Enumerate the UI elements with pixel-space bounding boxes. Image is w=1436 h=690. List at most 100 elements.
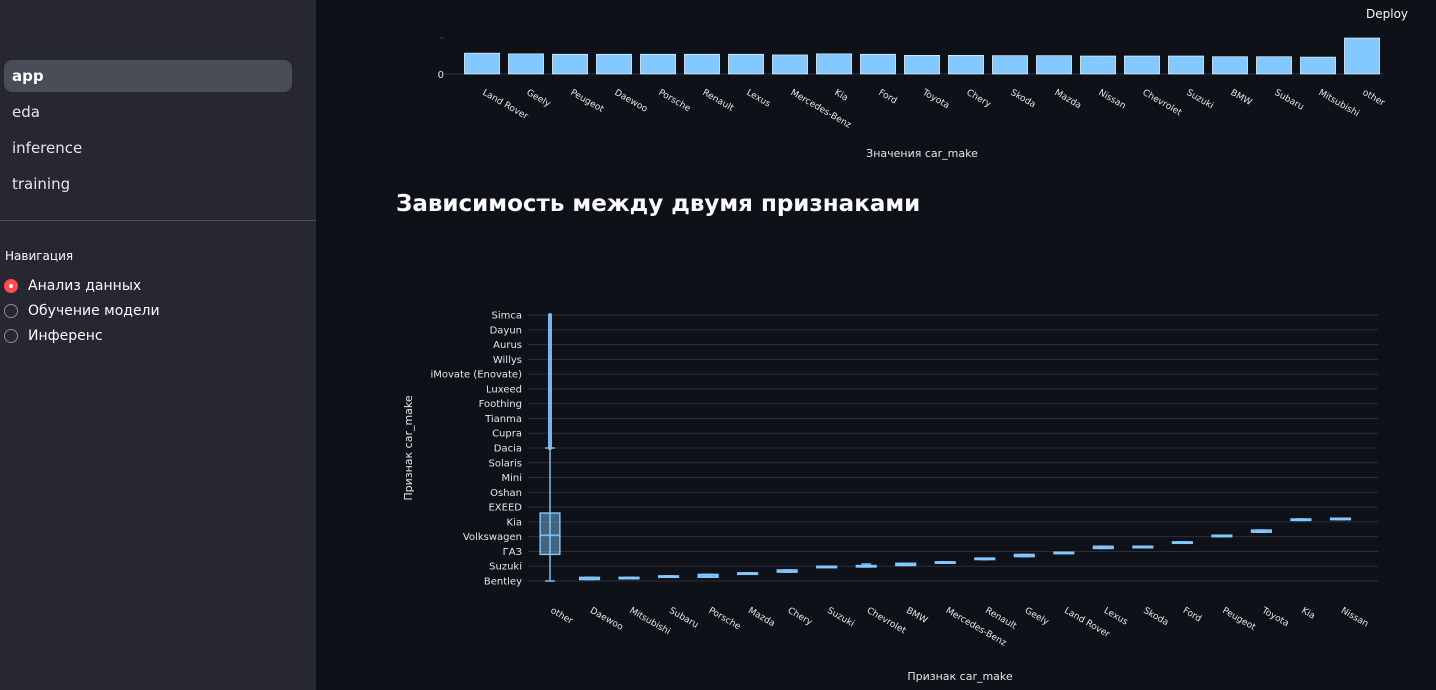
bar xyxy=(1124,55,1160,75)
x-tick-label: Toyota xyxy=(1259,605,1290,629)
x-tick-label: BMW xyxy=(904,606,929,626)
radio-option-label: Анализ данных xyxy=(28,278,142,294)
x-tick-label: Lexus xyxy=(1102,606,1130,628)
bar xyxy=(552,53,588,75)
y-tick-label: Mini xyxy=(501,473,522,484)
y-tick-label: Volkswagen xyxy=(463,532,522,543)
radio-unchecked-icon[interactable] xyxy=(4,329,18,343)
x-tick-label: Chery xyxy=(786,606,815,628)
y-tick-label: Tianma xyxy=(484,414,522,425)
deploy-button[interactable]: Deploy xyxy=(1366,7,1409,21)
bar xyxy=(1036,55,1072,75)
x-tick-label: Nissan xyxy=(1339,606,1370,630)
y-tick-label: iMovate (Enovate) xyxy=(430,370,522,381)
x-tick-label: Renault xyxy=(701,88,736,114)
y-tick-label: EXEED xyxy=(488,503,522,514)
x-tick-label: other xyxy=(549,606,575,627)
x-tick-label: Kia xyxy=(833,88,850,104)
radio-unchecked-icon[interactable] xyxy=(4,304,18,318)
sidebar-page-eda[interactable]: eda xyxy=(12,103,40,121)
x-tick-label: Daewoo xyxy=(588,606,625,633)
y-tick-label: Simca xyxy=(492,311,523,322)
x-tick-label: Porsche xyxy=(657,88,693,114)
bar xyxy=(508,53,544,75)
radio-option-inference[interactable]: Инференс xyxy=(4,326,103,346)
x-tick-label: Suzuki xyxy=(1185,88,1216,111)
radio-option-model-training[interactable]: Обучение модели xyxy=(4,301,160,321)
bar xyxy=(860,53,896,75)
bar xyxy=(728,53,764,75)
bar xyxy=(1168,55,1204,75)
x-tick-label: Chevrolet xyxy=(1141,88,1184,119)
bar xyxy=(816,53,852,75)
bar xyxy=(992,55,1028,75)
x-tick-label: other xyxy=(1361,88,1387,109)
bar xyxy=(948,54,984,75)
bar xyxy=(684,53,720,75)
y-tick-label: Dayun xyxy=(490,325,522,336)
x-tick-label: Nissan xyxy=(1097,88,1128,112)
y-tick-label: Cupra xyxy=(492,429,522,440)
section-title: Зависимость между двумя признаками xyxy=(396,191,921,217)
x-tick-label: Mazda xyxy=(1053,88,1083,111)
sidebar-page-app[interactable]: app xyxy=(4,60,292,92)
x-axis-title: Признак car_make xyxy=(907,670,1013,683)
sidebar: app eda inference training Навигация Ана… xyxy=(0,0,316,690)
sidebar-page-inference[interactable]: inference xyxy=(12,139,83,157)
bar xyxy=(1080,55,1116,75)
y-tick-label: Aurus xyxy=(493,340,522,351)
y-tick-label: Luxeed xyxy=(486,384,522,395)
y-tick-label: Bentley xyxy=(484,577,522,588)
y-tick-label: Willys xyxy=(493,355,522,366)
y-tick-label: Suzuki xyxy=(489,562,522,573)
x-tick-label: Suzuki xyxy=(825,606,856,629)
sidebar-divider xyxy=(0,220,316,221)
radio-option-label: Инференс xyxy=(28,328,103,344)
bar xyxy=(1256,56,1292,75)
sidebar-page-training[interactable]: training xyxy=(12,175,71,193)
radio-checked-icon[interactable] xyxy=(4,279,18,293)
y-tick-label: Solaris xyxy=(489,458,522,469)
bar xyxy=(1344,37,1380,75)
x-tick-label: Subaru xyxy=(667,606,700,631)
x-tick-label: Daewoo xyxy=(613,88,650,115)
x-tick-label: Mitsubishi xyxy=(628,606,672,637)
radio-option-data-analysis[interactable]: Анализ данных xyxy=(4,276,141,296)
bar xyxy=(1212,56,1248,75)
y-tick-label: Foothing xyxy=(479,399,522,410)
x-tick-label: Ford xyxy=(877,88,899,106)
x-tick-label: Peugeot xyxy=(569,88,606,115)
x-tick-label: Lexus xyxy=(745,88,773,110)
x-tick-label: Subaru xyxy=(1273,88,1306,113)
x-tick-label: BMW xyxy=(1229,88,1254,108)
bar xyxy=(464,52,500,75)
radio-group-title: Навигация xyxy=(5,249,74,263)
box-chart: Bentley Suzuki ГАЗ Volkswagen Kia EXEED Oshan M… xyxy=(402,311,1378,683)
bar xyxy=(640,53,676,75)
x-tick-label: Porsche xyxy=(707,606,743,632)
bar xyxy=(1300,56,1336,75)
y-tick-label: Dacia xyxy=(494,444,522,455)
x-tick-label: Mazda xyxy=(746,606,776,629)
x-tick-label: Peugeot xyxy=(1220,606,1257,633)
x-tick-label: Land Rover xyxy=(481,88,530,122)
radio-option-label: Обучение модели xyxy=(28,303,160,319)
y-tick-label: Kia xyxy=(507,517,522,528)
y-axis-title: Признак car_make xyxy=(402,395,415,501)
y-tick-label: 0 xyxy=(438,70,444,81)
x-tick-label: Ford xyxy=(1181,606,1203,624)
x-tick-label: Geely xyxy=(1023,606,1051,628)
bar xyxy=(904,54,940,75)
x-tick-label: Kia xyxy=(1299,606,1316,622)
x-tick-label: Skoda xyxy=(1141,606,1170,628)
x-tick-label: Skoda xyxy=(1009,88,1038,110)
x-axis-title: Значения car_make xyxy=(866,147,978,160)
bar xyxy=(596,53,632,75)
box xyxy=(539,512,561,556)
y-tick-label: ГАЗ xyxy=(503,547,522,558)
y-tick-label: Oshan xyxy=(490,488,522,499)
x-tick-label: Chery xyxy=(965,88,994,110)
x-tick-label: Toyota xyxy=(920,87,951,111)
